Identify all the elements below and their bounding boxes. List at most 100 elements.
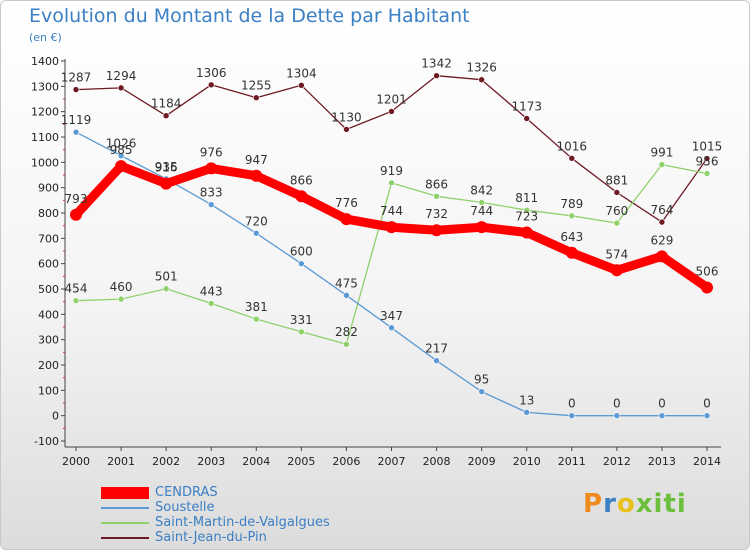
data-label-cendras: 976 bbox=[200, 145, 223, 159]
x-tick-label: 2005 bbox=[287, 455, 315, 468]
data-label-soustelle: 13 bbox=[519, 393, 534, 407]
data-point-saint-jean-du-pin bbox=[162, 112, 170, 120]
data-point-saint-jean-du-pin bbox=[298, 82, 305, 89]
data-label-saint-jean-du-pin: 1201 bbox=[376, 92, 407, 106]
data-label-saint-jean-du-pin: 1184 bbox=[151, 97, 182, 111]
data-label-cendras: 574 bbox=[605, 247, 628, 261]
data-point-saint-martin-de-valgalgues bbox=[433, 192, 440, 200]
data-point-saint-jean-du-pin bbox=[388, 108, 395, 115]
data-label-soustelle: 1026 bbox=[106, 137, 137, 151]
legend-item-soustelle: Soustelle bbox=[101, 500, 330, 515]
data-point-soustelle bbox=[433, 357, 440, 364]
data-label-saint-jean-du-pin: 1294 bbox=[106, 69, 137, 83]
data-point-saint-jean-du-pin bbox=[207, 81, 215, 89]
data-point-saint-jean-du-pin bbox=[568, 154, 576, 162]
data-label-cendras: 985 bbox=[110, 143, 133, 157]
data-label-saint-jean-du-pin: 1342 bbox=[421, 57, 452, 71]
legend-swatch-cendras bbox=[101, 486, 149, 499]
data-label-saint-martin-de-valgalgues: 381 bbox=[245, 300, 268, 314]
data-point-cendras bbox=[295, 190, 308, 203]
data-point-cendras bbox=[520, 226, 533, 239]
data-label-saint-martin-de-valgalgues: 282 bbox=[335, 325, 358, 339]
data-point-cendras bbox=[115, 160, 128, 173]
legend-swatch-saint-jean bbox=[101, 536, 149, 539]
x-tick-label: 2013 bbox=[648, 455, 676, 468]
data-point-cendras bbox=[655, 250, 668, 263]
chart-legend: CENDRAS Soustelle Saint-Martin-de-Valgal… bbox=[101, 485, 330, 545]
data-point-soustelle bbox=[207, 201, 215, 208]
data-label-cendras: 744 bbox=[470, 204, 493, 218]
data-point-saint-martin-de-valgalgues bbox=[568, 212, 576, 220]
data-label-soustelle: 0 bbox=[658, 397, 666, 411]
data-label-cendras: 723 bbox=[515, 210, 538, 224]
legend-item-saint-martin: Saint-Martin-de-Valgalgues bbox=[101, 515, 330, 530]
data-label-saint-martin-de-valgalgues: 331 bbox=[290, 313, 313, 327]
data-label-saint-martin-de-valgalgues: 443 bbox=[200, 284, 223, 298]
data-label-saint-jean-du-pin: 1173 bbox=[511, 100, 542, 114]
legend-swatch-soustelle bbox=[101, 506, 149, 509]
data-point-soustelle bbox=[117, 152, 125, 160]
legend-item-cendras: CENDRAS bbox=[101, 485, 330, 500]
data-label-soustelle: 833 bbox=[200, 186, 223, 200]
data-point-saint-martin-de-valgalgues bbox=[252, 315, 260, 323]
proxiti-logo: Proxiti bbox=[583, 489, 687, 519]
data-point-saint-martin-de-valgalgues bbox=[703, 170, 711, 177]
data-label-soustelle: 1119 bbox=[61, 113, 92, 127]
x-tick-label: 2008 bbox=[423, 455, 451, 468]
data-label-saint-martin-de-valgalgues: 866 bbox=[425, 177, 448, 191]
data-label-cendras: 793 bbox=[65, 192, 88, 206]
x-tick-label: 2010 bbox=[513, 455, 541, 468]
data-point-saint-martin-de-valgalgues bbox=[162, 285, 170, 293]
data-label-saint-jean-du-pin: 1015 bbox=[692, 140, 723, 154]
data-label-saint-jean-du-pin: 1326 bbox=[466, 61, 497, 75]
data-label-soustelle: 475 bbox=[335, 276, 358, 290]
data-label-soustelle: 217 bbox=[425, 342, 448, 356]
data-point-saint-martin-de-valgalgues bbox=[658, 161, 666, 168]
data-point-soustelle bbox=[568, 412, 576, 419]
x-tick-label: 2002 bbox=[152, 455, 180, 468]
x-tick-label: 2003 bbox=[197, 455, 225, 468]
data-point-saint-jean-du-pin bbox=[658, 218, 666, 226]
data-point-saint-martin-de-valgalgues bbox=[613, 219, 621, 227]
data-point-saint-martin-de-valgalgues bbox=[207, 300, 215, 307]
data-point-cendras bbox=[205, 162, 218, 175]
data-point-cendras bbox=[160, 177, 173, 190]
data-label-cendras: 506 bbox=[696, 264, 719, 278]
data-label-saint-jean-du-pin: 1306 bbox=[196, 66, 227, 80]
data-point-soustelle bbox=[478, 388, 485, 395]
data-label-saint-jean-du-pin: 1016 bbox=[557, 139, 588, 153]
data-point-saint-jean-du-pin bbox=[613, 189, 621, 196]
legend-swatch-saint-martin bbox=[101, 521, 149, 524]
x-tick-label: 2007 bbox=[378, 455, 406, 468]
data-point-soustelle bbox=[343, 292, 350, 299]
data-label-saint-martin-de-valgalgues: 956 bbox=[696, 154, 719, 168]
data-label-saint-martin-de-valgalgues: 811 bbox=[515, 191, 538, 205]
data-point-saint-jean-du-pin bbox=[703, 155, 711, 162]
legend-label-soustelle: Soustelle bbox=[155, 500, 215, 515]
legend-label-cendras: CENDRAS bbox=[155, 485, 218, 500]
data-point-cendras bbox=[610, 264, 623, 277]
data-point-saint-jean-du-pin bbox=[433, 72, 440, 79]
data-point-saint-martin-de-valgalgues bbox=[298, 328, 305, 336]
data-point-saint-martin-de-valgalgues bbox=[343, 340, 350, 348]
x-tick-label: 2014 bbox=[693, 455, 721, 468]
data-point-soustelle bbox=[252, 229, 260, 237]
x-tick-label: 2009 bbox=[468, 455, 496, 468]
data-point-saint-martin-de-valgalgues bbox=[72, 297, 80, 304]
data-label-cendras: 776 bbox=[335, 196, 358, 210]
data-point-soustelle bbox=[703, 412, 711, 419]
data-point-cendras bbox=[340, 213, 353, 226]
data-label-soustelle: 0 bbox=[703, 397, 711, 411]
data-label-soustelle: 347 bbox=[380, 309, 403, 323]
data-label-cendras: 629 bbox=[650, 233, 673, 247]
data-point-saint-jean-du-pin bbox=[343, 126, 350, 133]
data-label-saint-jean-du-pin: 1130 bbox=[331, 110, 362, 124]
data-point-soustelle bbox=[298, 260, 305, 267]
data-point-saint-martin-de-valgalgues bbox=[388, 179, 395, 187]
data-label-saint-jean-du-pin: 1255 bbox=[241, 79, 272, 93]
data-point-cendras bbox=[250, 169, 263, 182]
data-point-saint-jean-du-pin bbox=[478, 76, 485, 84]
chart-title: Evolution du Montant de la Dette par Hab… bbox=[29, 5, 470, 27]
data-point-saint-martin-de-valgalgues bbox=[117, 295, 125, 303]
